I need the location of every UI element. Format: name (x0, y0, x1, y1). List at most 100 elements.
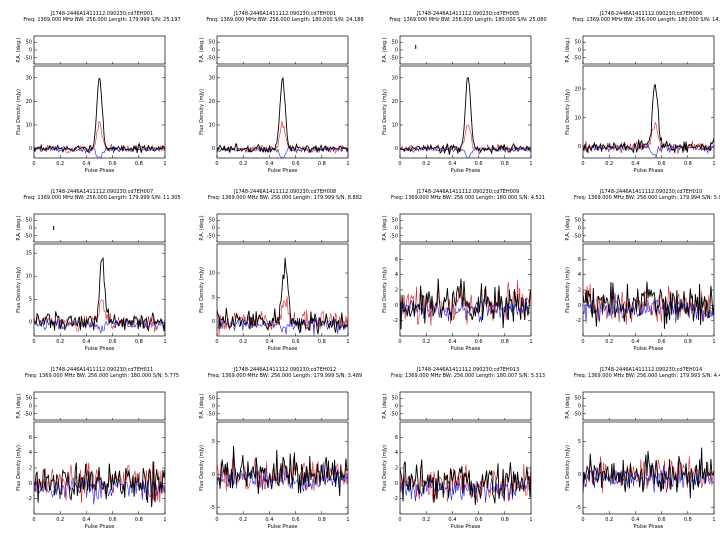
y-tick-label: 6 (29, 435, 32, 441)
x-tick-label: 0 (581, 161, 584, 167)
y-axis-label: Flux Density (mJy) (16, 89, 22, 135)
y-axis-label: Flux Density (mJy) (199, 89, 205, 135)
pa-tick-label: 50 (209, 40, 215, 46)
x-axis-label: Pulse Phase (268, 524, 298, 530)
pulse-profile-panel: J1748-2446A1411112.090230;cd7EH007 Freq: … (12, 186, 192, 366)
pa-tick-label: 50 (209, 396, 215, 402)
x-axis-label: Pulse Phase (634, 346, 664, 352)
panel-title: J1748-2446A1411112.090230;cd7EH010 (599, 189, 703, 195)
x-axis-label: Pulse Phase (634, 524, 664, 530)
flux-axes-frame (582, 65, 715, 159)
x-tick-label: 0.6 (292, 161, 300, 167)
panel-subtitle: Freq: 1369.000 MHz BW: 256.000 Length: 1… (207, 373, 363, 379)
pa-axis-label: P.A. (deg.) (382, 393, 388, 418)
x-tick-label: 1 (346, 517, 349, 523)
x-tick-label: 0.8 (135, 161, 143, 167)
y-tick-label: 0 (395, 146, 398, 152)
y-axis-label: Flux Density (mJy) (199, 445, 205, 491)
linear-polarization-line (400, 464, 531, 503)
x-tick-label: 0.6 (475, 161, 483, 167)
pulse-profile-panel: J1748-2446A1411112.090230;cd7EH012 Freq: … (195, 364, 375, 544)
y-tick-label: 15 (26, 251, 32, 257)
pa-axis-label: P.A. (deg.) (199, 37, 205, 62)
panel-subtitle: Freq: 1369.000 MHz BW: 256.000 Length: 1… (572, 17, 720, 23)
circular-polarization-line (34, 145, 165, 158)
panel-title: J1748-2446A1411112.090230;cd7EH013 (416, 367, 520, 373)
x-tick-label: 1 (163, 339, 166, 345)
y-tick-label: 5 (212, 439, 215, 445)
x-axis-label: Pulse Phase (268, 168, 298, 174)
x-tick-label: 0.8 (318, 339, 326, 345)
x-tick-label: 1 (712, 339, 715, 345)
pulse-profile-panel: J1748-2446A1411112.090230;cd7EH001 Freq: … (12, 8, 192, 188)
pa-axes-frame (33, 391, 166, 421)
y-tick-label: 2 (29, 466, 32, 472)
x-axis-label: Pulse Phase (85, 346, 115, 352)
pa-axis-label: P.A. (deg.) (16, 37, 22, 62)
pa-tick-label: 0 (395, 48, 398, 54)
x-tick-label: 0 (398, 339, 401, 345)
y-tick-label: 30 (26, 75, 32, 81)
x-axis-label: Pulse Phase (85, 168, 115, 174)
x-tick-label: 0 (581, 517, 584, 523)
y-tick-label: 5 (578, 439, 581, 445)
flux-axes-frame (216, 421, 349, 515)
pulse-profile-panel: J1748-2446A1411112.090230;cd7EH014 Freq: … (561, 364, 720, 544)
y-tick-label: 0 (578, 472, 581, 478)
panel-subtitle: Freq: 1369.000 MHz BW: 256.000 Length: 1… (207, 195, 363, 201)
x-tick-label: 1 (163, 161, 166, 167)
pa-tick-label: -50 (573, 55, 581, 61)
x-axis-label: Pulse Phase (268, 346, 298, 352)
y-axis-label: Flux Density (mJy) (565, 267, 571, 313)
pulse-profile-panel: J1748-2446A1411112.090230;cd7EH006 Freq: … (561, 8, 720, 188)
x-tick-label: 0 (215, 339, 218, 345)
pa-axes-frame (216, 391, 349, 421)
x-tick-label: 0.6 (658, 161, 666, 167)
pa-point (53, 226, 55, 230)
y-tick-label: 5 (29, 297, 32, 303)
y-tick-label: 6 (578, 257, 581, 263)
total-intensity-line (34, 461, 165, 508)
total-intensity-line (400, 76, 531, 155)
pa-tick-label: 50 (392, 40, 398, 46)
x-tick-label: 0.4 (631, 161, 639, 167)
x-tick-label: 0.2 (422, 339, 430, 345)
pa-tick-label: 0 (212, 226, 215, 232)
x-tick-label: 0.2 (422, 517, 430, 523)
y-axis-label: Flux Density (mJy) (16, 267, 22, 313)
x-tick-label: 0.2 (605, 517, 613, 523)
panel-subtitle: Freq: 1369.000 MHz BW: 256.000 Length: 1… (23, 17, 181, 23)
panel-title: J1748-2446A1411112.090230;cd7EH008 (233, 189, 337, 195)
y-axis-label: Flux Density (mJy) (199, 267, 205, 313)
y-tick-label: 20 (209, 99, 215, 105)
pa-axis-label: P.A. (deg.) (199, 215, 205, 240)
y-tick-label: -5 (576, 505, 581, 511)
pa-axis-label: P.A. (deg.) (16, 215, 22, 240)
pa-tick-label: 0 (212, 404, 215, 410)
y-tick-label: -2 (576, 318, 581, 324)
panel-title: J1748-2446A1411112.090230;cd7EH001 (233, 11, 337, 17)
linear-polarization-line (583, 121, 714, 154)
x-tick-label: 0.6 (292, 517, 300, 523)
y-tick-label: 6 (395, 435, 398, 441)
pa-tick-label: -50 (207, 233, 215, 239)
y-tick-label: 30 (209, 75, 215, 81)
y-tick-label: 0 (395, 303, 398, 309)
pa-axes-frame (399, 391, 532, 421)
pa-tick-label: -50 (207, 411, 215, 417)
x-tick-label: 0.8 (501, 161, 509, 167)
panel-subtitle: Freq: 1369.000 MHz BW: 256.000 Length: 1… (573, 195, 720, 201)
x-tick-label: 0 (581, 339, 584, 345)
y-tick-label: 20 (575, 87, 581, 93)
total-intensity-line (217, 257, 348, 335)
y-tick-label: 10 (392, 122, 398, 128)
x-tick-label: 0.8 (318, 161, 326, 167)
x-tick-label: 0 (398, 161, 401, 167)
